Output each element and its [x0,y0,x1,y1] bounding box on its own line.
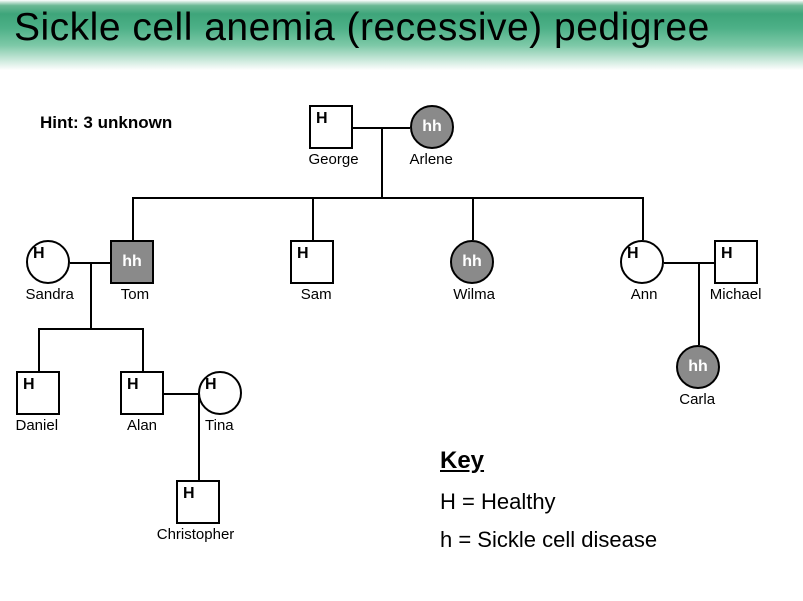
person-sandra: H [26,240,70,284]
pedigree-connector [132,197,134,240]
person-label-sandra: Sandra [26,286,74,303]
person-daniel: H [16,371,60,415]
person-christopher: H [176,480,220,524]
person-alan: H [120,371,164,415]
person-tom: hh [110,240,154,284]
person-label-alan: Alan [127,417,157,434]
person-label-tina: Tina [205,417,234,434]
pedigree-connector [132,197,642,199]
page-title: Sickle cell anemia (recessive) pedigree [14,6,710,50]
person-label-wilma: Wilma [453,286,495,303]
person-label-michael: Michael [710,286,762,303]
person-label-george: George [309,151,359,168]
person-george: H [309,105,353,149]
pedigree-connector [698,262,700,345]
person-label-carla: Carla [679,391,715,408]
person-label-daniel: Daniel [16,417,59,434]
person-label-tom: Tom [121,286,149,303]
pedigree-connector [142,328,144,371]
key-legend: Key H = Healthy h = Sickle cell disease [440,447,740,565]
person-ann: H [620,240,664,284]
pedigree-connector [381,127,383,197]
person-label-sam: Sam [301,286,332,303]
key-line-healthy: H = Healthy [440,489,740,515]
pedigree-connector [90,262,92,328]
pedigree-connector [642,197,644,240]
person-arlene: hh [410,105,454,149]
person-label-christopher: Christopher [157,526,235,543]
pedigree-connector [664,262,714,264]
person-tina: H [198,371,242,415]
pedigree-connector [38,328,40,371]
pedigree-connector [472,197,474,240]
person-label-arlene: Arlene [410,151,453,168]
person-sam: H [290,240,334,284]
pedigree-connector [312,197,314,240]
key-heading: Key [440,447,740,475]
pedigree-connector [198,393,200,480]
person-carla: hh [676,345,720,389]
person-michael: H [714,240,758,284]
pedigree-connector [38,328,142,330]
person-wilma: hh [450,240,494,284]
pedigree-connector [164,393,198,395]
key-line-disease: h = Sickle cell disease [440,527,740,553]
person-label-ann: Ann [631,286,658,303]
